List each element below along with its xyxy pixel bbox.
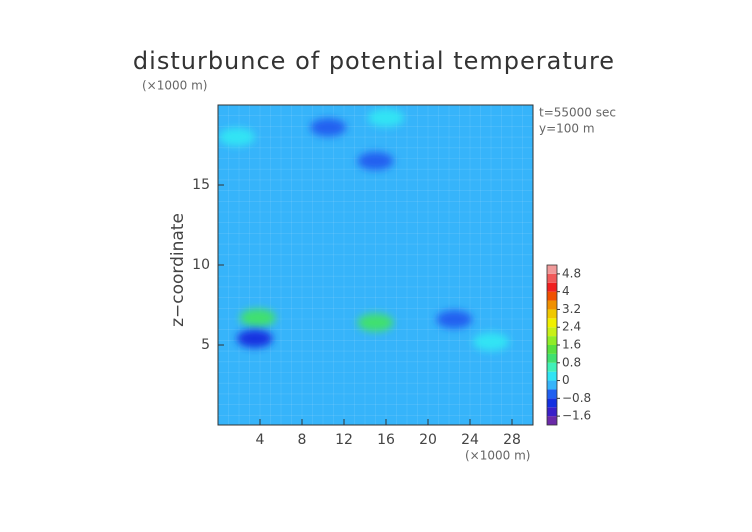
- x-tick-label: 28: [503, 432, 521, 448]
- colorbar-band: [547, 300, 557, 310]
- colorbar-label: 0: [562, 373, 570, 387]
- colorbar-label: −0.8: [562, 391, 591, 405]
- plot-area: [218, 105, 533, 425]
- x-tick-label: 16: [377, 432, 395, 448]
- chart-title: disturbunce of potential temperature: [133, 47, 615, 75]
- y-tick-label: 15: [192, 177, 210, 193]
- y-unit: (×1000 m): [142, 79, 207, 93]
- field-feature: [310, 118, 347, 137]
- annotation: t=55000 sec: [539, 106, 616, 120]
- colorbar-band: [547, 327, 557, 337]
- annotation: y=100 m: [539, 122, 595, 136]
- field-feature: [436, 310, 473, 329]
- y-tick-label: 5: [201, 337, 210, 353]
- colorbar-label: 4: [562, 284, 570, 298]
- colorbar-label: 1.6: [562, 338, 581, 352]
- colorbar-band: [547, 309, 557, 319]
- x-tick-label: 8: [298, 432, 307, 448]
- x-tick-label: 20: [419, 432, 437, 448]
- colorbar-band: [547, 416, 557, 425]
- colorbar-band: [547, 282, 557, 292]
- field-feature: [357, 313, 394, 332]
- field-feature: [236, 329, 273, 348]
- colorbar-label: 4.8: [562, 266, 581, 280]
- colorbar-band: [547, 273, 557, 283]
- colorbar-label: −1.6: [562, 409, 591, 423]
- y-tick-label: 10: [192, 257, 210, 273]
- field-feature: [218, 128, 255, 146]
- colorbar-band: [547, 265, 557, 274]
- field-feature: [368, 108, 404, 127]
- colorbar-band: [547, 389, 557, 399]
- colorbar-band: [547, 345, 557, 354]
- colorbar-band: [547, 380, 557, 390]
- colorbar-band: [547, 398, 557, 408]
- colorbar-label: 0.8: [562, 355, 581, 369]
- x-tick-label: 12: [335, 432, 353, 448]
- field-feature: [239, 308, 276, 327]
- field-feature: [473, 332, 509, 351]
- colorbar-band: [547, 336, 557, 345]
- colorbar-band: [547, 362, 557, 372]
- colorbar-label: 3.2: [562, 302, 581, 316]
- colorbar-label: 2.4: [562, 320, 581, 334]
- colorbar-band: [547, 371, 557, 381]
- field-feature: [357, 152, 394, 170]
- colorbar-band: [547, 291, 557, 301]
- colorbar-band: [547, 318, 557, 328]
- x-tick-label: 4: [256, 432, 265, 448]
- x-tick-label: 24: [461, 432, 479, 448]
- colorbar-band: [547, 407, 557, 417]
- y-axis-label: z−coordinate: [168, 213, 188, 327]
- x-unit: (×1000 m): [465, 449, 530, 463]
- colorbar-band: [547, 353, 557, 363]
